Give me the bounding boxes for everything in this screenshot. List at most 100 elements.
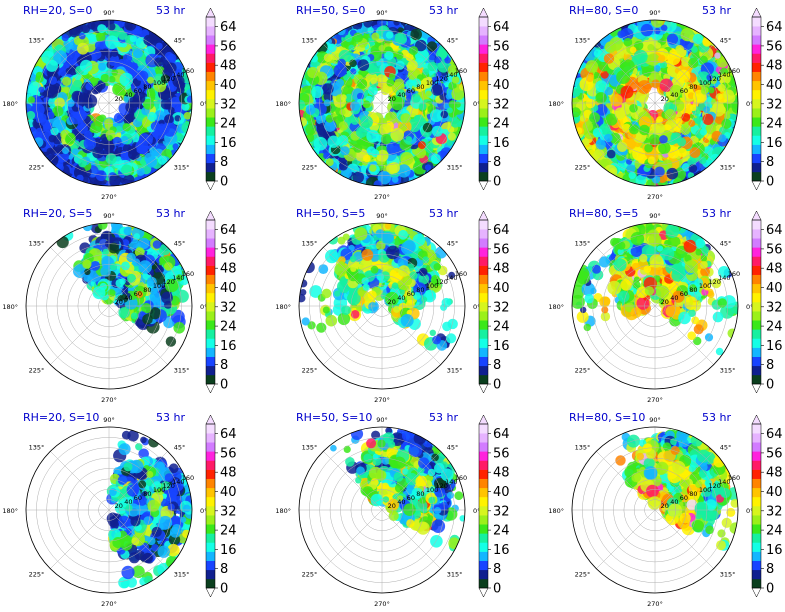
radius-label: 20 xyxy=(388,298,396,306)
colorbar-tick-label: 32 xyxy=(766,97,783,112)
angle-label: 180° xyxy=(2,303,18,311)
radius-label: 40 xyxy=(397,91,405,99)
precip-field xyxy=(56,223,189,347)
colorbar-segment xyxy=(752,320,761,330)
radius-label: 60 xyxy=(407,87,415,95)
colorbar-segment xyxy=(752,569,761,580)
colorbar-segment xyxy=(479,338,488,348)
colorbar-tick-label: 32 xyxy=(493,504,510,519)
colorbar-tick-label: 24 xyxy=(766,524,783,539)
radius-label: 140 xyxy=(718,478,730,486)
colorbar-segment xyxy=(479,108,488,118)
colorbar-segment xyxy=(479,569,488,580)
colorbar-segment xyxy=(752,135,761,145)
colorbar-segment xyxy=(206,338,215,348)
colorbar-tick-label: 16 xyxy=(220,136,237,151)
colorbar-segment xyxy=(479,302,488,312)
colorbar-segment xyxy=(206,469,215,479)
radius-label: 40 xyxy=(124,294,132,302)
colorbar-segment xyxy=(752,329,761,339)
radius-label: 140 xyxy=(718,71,730,79)
colorbar-segment xyxy=(206,135,215,145)
colorbar-extend-max xyxy=(205,414,216,425)
colorbar-tick-label: 16 xyxy=(493,136,510,151)
angle-label: 180° xyxy=(2,100,18,108)
colorbar-extend-min xyxy=(205,383,216,394)
colorbar-tick-label: 56 xyxy=(766,39,783,54)
angle-label: 135° xyxy=(302,239,318,247)
colorbar-tick-label: 48 xyxy=(220,59,237,74)
colorbar-segment xyxy=(479,469,488,479)
radius-label: 40 xyxy=(397,294,405,302)
colorbar-tick-label: 56 xyxy=(493,242,510,257)
angle-label: 90° xyxy=(649,212,661,220)
radius-label: 100 xyxy=(153,79,165,87)
colorbar-segment xyxy=(479,329,488,339)
radius-label: 120 xyxy=(163,75,175,83)
colorbar-tick-label: 8 xyxy=(766,358,774,373)
angle-label: 0° xyxy=(473,303,480,311)
panel-title: RH=80, S=0 xyxy=(569,4,638,17)
colorbar-extend-min xyxy=(205,587,216,598)
radius-label: 100 xyxy=(426,79,438,87)
panel-rh50-s0: 20 40 60 80 1001201401600°45°90°135°180°225°… xyxy=(275,4,509,201)
precip-field xyxy=(572,20,738,186)
colorbar-tick-label: 8 xyxy=(220,562,228,577)
angle-label: 135° xyxy=(29,36,45,44)
colorbar-segment xyxy=(479,533,488,543)
colorbar-tick-label: 0 xyxy=(766,175,774,190)
colorbar-segment xyxy=(206,329,215,339)
colorbar-tick-label: 64 xyxy=(766,223,783,238)
colorbar-tick-label: 8 xyxy=(220,358,228,373)
colorbar-segment xyxy=(206,265,215,275)
radius-label: 60 xyxy=(407,290,415,298)
radius-label: 20 xyxy=(661,502,669,510)
colorbar-segment xyxy=(752,442,761,452)
colorbar-segment xyxy=(752,311,761,321)
colorbar-segment xyxy=(206,374,215,385)
colorbar-segment xyxy=(206,551,215,561)
colorbar-segment xyxy=(752,551,761,561)
angle-label: 90° xyxy=(376,416,388,424)
radius-label: 120 xyxy=(436,278,448,286)
angle-label: 225° xyxy=(29,571,45,579)
colorbar-segment xyxy=(206,35,215,45)
radius-label: 120 xyxy=(709,482,721,490)
radius-label: 140 xyxy=(172,71,184,79)
angle-label: 90° xyxy=(649,416,661,424)
colorbar-segment xyxy=(206,26,215,36)
angle-label: 270° xyxy=(101,396,117,404)
colorbar-segment xyxy=(752,292,761,303)
panel-rh20-s5: 20 40 60 80 1001201401600°45°90°135°180°225°… xyxy=(2,207,236,404)
radius-label: 80 xyxy=(689,286,697,294)
colorbar-tick-label: 24 xyxy=(766,117,783,132)
colorbar-segment xyxy=(206,424,215,434)
radius-label: 100 xyxy=(426,282,438,290)
colorbar-segment xyxy=(479,292,488,303)
colorbar-segment xyxy=(206,442,215,452)
colorbar-extend-min xyxy=(751,587,762,598)
angle-label: 135° xyxy=(29,239,45,247)
colorbar-segment xyxy=(206,347,215,357)
colorbar-segment xyxy=(206,506,215,516)
colorbar: 0 8 16 24 32 40 48 56 64 xyxy=(478,7,510,191)
radius-label: 160 xyxy=(728,474,740,482)
colorbar-tick-label: 56 xyxy=(493,39,510,54)
colorbar-segment xyxy=(479,17,488,27)
colorbar-segment xyxy=(206,283,215,294)
colorbar-segment xyxy=(206,460,215,470)
colorbar-segment xyxy=(752,99,761,109)
colorbar-segment xyxy=(752,53,761,63)
colorbar-segment xyxy=(206,478,215,489)
polar-frame xyxy=(25,426,193,594)
colorbar-extend-max xyxy=(751,210,762,221)
radius-label: 40 xyxy=(670,91,678,99)
colorbar-segment xyxy=(752,347,761,357)
colorbar-segment xyxy=(479,256,488,266)
colorbar-segment xyxy=(206,302,215,312)
angle-label: 90° xyxy=(103,9,115,17)
colorbar-tick-label: 56 xyxy=(220,242,237,257)
angle-label: 0° xyxy=(746,100,753,108)
panel-title: RH=80, S=10 xyxy=(569,411,645,424)
colorbar-segment xyxy=(206,320,215,330)
